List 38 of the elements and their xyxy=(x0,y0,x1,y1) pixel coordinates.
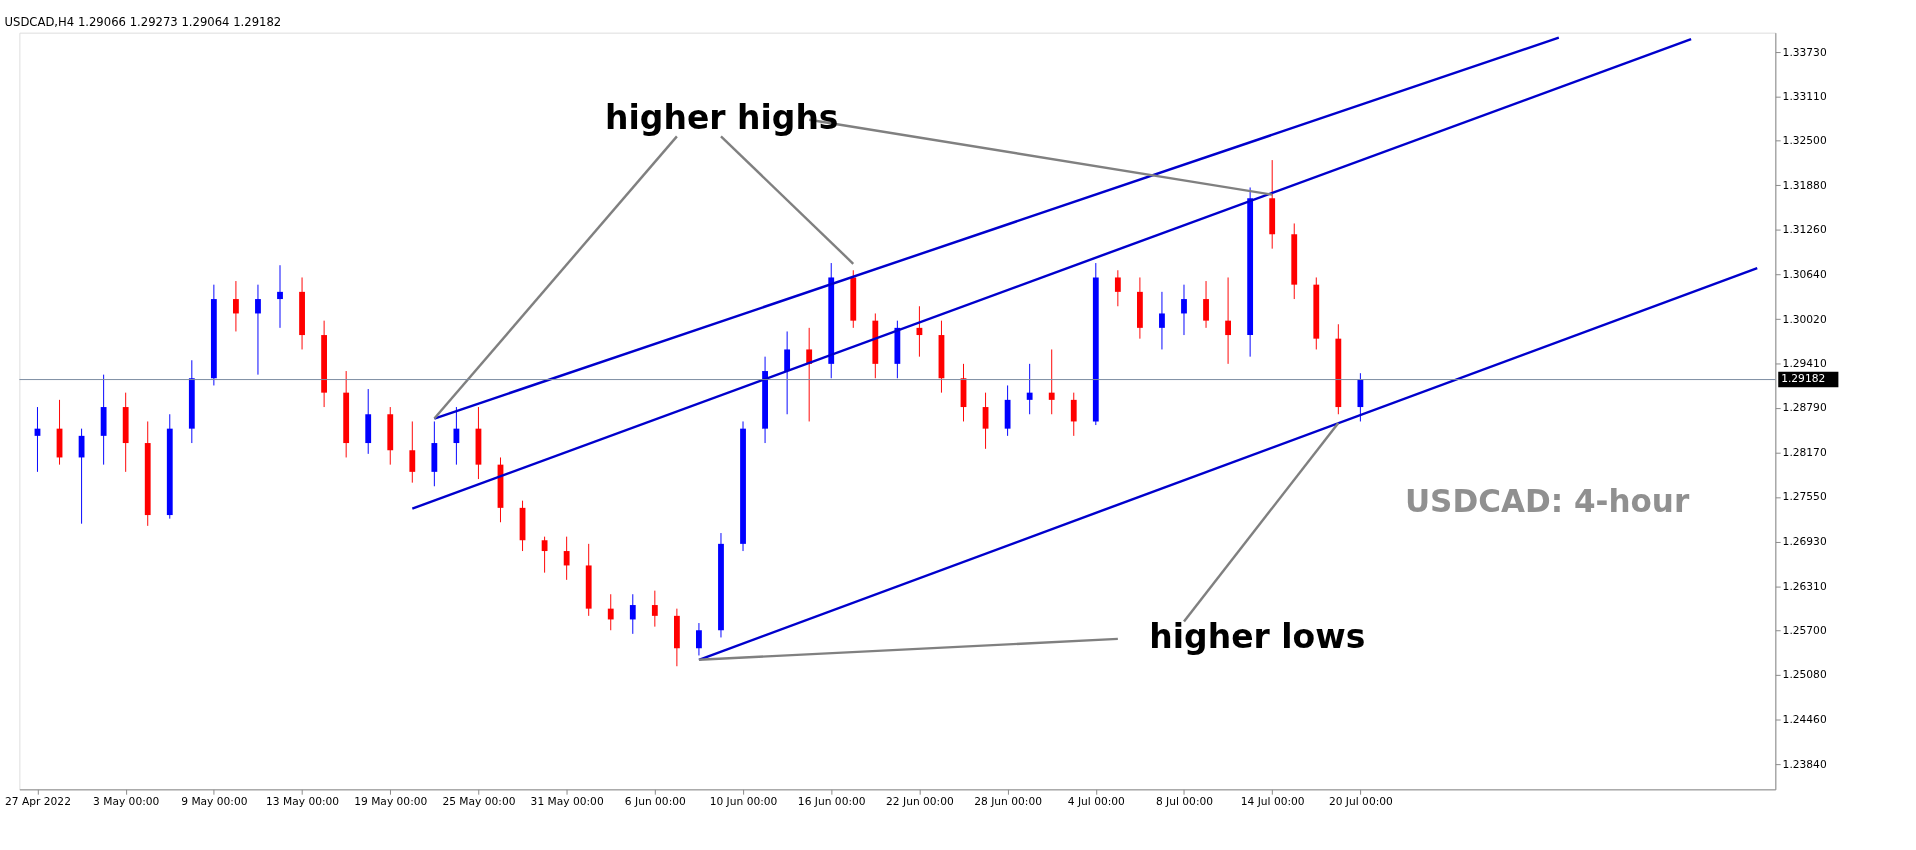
annotation: higher lows xyxy=(1149,616,1366,656)
y-tick-label: 1.28170 xyxy=(1782,445,1827,459)
x-tick-label: 8 Jul 00:00 xyxy=(1155,795,1214,809)
x-tick-label: 20 Jul 00:00 xyxy=(1328,795,1394,809)
y-tick-label: 1.27550 xyxy=(1782,490,1827,504)
y-tick-label: 1.23840 xyxy=(1782,757,1827,771)
y-tick-label: 1.30640 xyxy=(1782,267,1827,281)
y-tick-label: 1.33730 xyxy=(1782,45,1827,59)
x-tick-label: 27 Apr 2022 xyxy=(5,795,71,809)
annotation: USDCAD: 4-hour xyxy=(1404,482,1690,519)
ref-line-label: 1.29182 xyxy=(1781,372,1826,386)
x-tick-label: 16 Jun 00:00 xyxy=(797,795,866,809)
x-tick-label: 4 Jul 00:00 xyxy=(1067,795,1126,809)
x-tick-label: 19 May 00:00 xyxy=(354,795,428,809)
x-tick-label: 10 Jun 00:00 xyxy=(709,795,778,809)
x-tick-label: 13 May 00:00 xyxy=(266,795,340,809)
y-tick-label: 1.28790 xyxy=(1782,401,1827,415)
y-tick-label: 1.31880 xyxy=(1782,178,1827,192)
y-tick-label: 1.25080 xyxy=(1782,668,1827,682)
y-tick-label: 1.26930 xyxy=(1782,535,1827,549)
x-tick-label: 25 May 00:00 xyxy=(442,795,516,809)
annotation: higher highs xyxy=(605,98,839,138)
y-tick-label: 1.32500 xyxy=(1782,134,1827,148)
y-tick-label: 1.25700 xyxy=(1782,623,1827,637)
y-tick-label: 1.26310 xyxy=(1782,579,1827,593)
y-tick-label: 1.29410 xyxy=(1782,356,1827,370)
y-tick-label: 1.24460 xyxy=(1782,712,1827,726)
y-tick-label: 1.33110 xyxy=(1782,90,1827,104)
x-tick-label: 22 Jun 00:00 xyxy=(886,795,954,809)
x-tick-label: 9 May 00:00 xyxy=(181,795,248,809)
x-tick-label: 14 Jul 00:00 xyxy=(1240,795,1305,809)
x-tick-label: 6 Jun 00:00 xyxy=(624,795,686,809)
chart-title: USDCAD,H4 1.29066 1.29273 1.29064 1.29182 xyxy=(4,14,282,29)
x-tick-label: 31 May 00:00 xyxy=(530,795,604,809)
y-tick-label: 1.31260 xyxy=(1782,223,1827,237)
y-tick-label: 1.30020 xyxy=(1782,312,1827,326)
x-tick-label: 3 May 00:00 xyxy=(93,795,160,809)
x-tick-label: 28 Jun 00:00 xyxy=(974,795,1043,809)
